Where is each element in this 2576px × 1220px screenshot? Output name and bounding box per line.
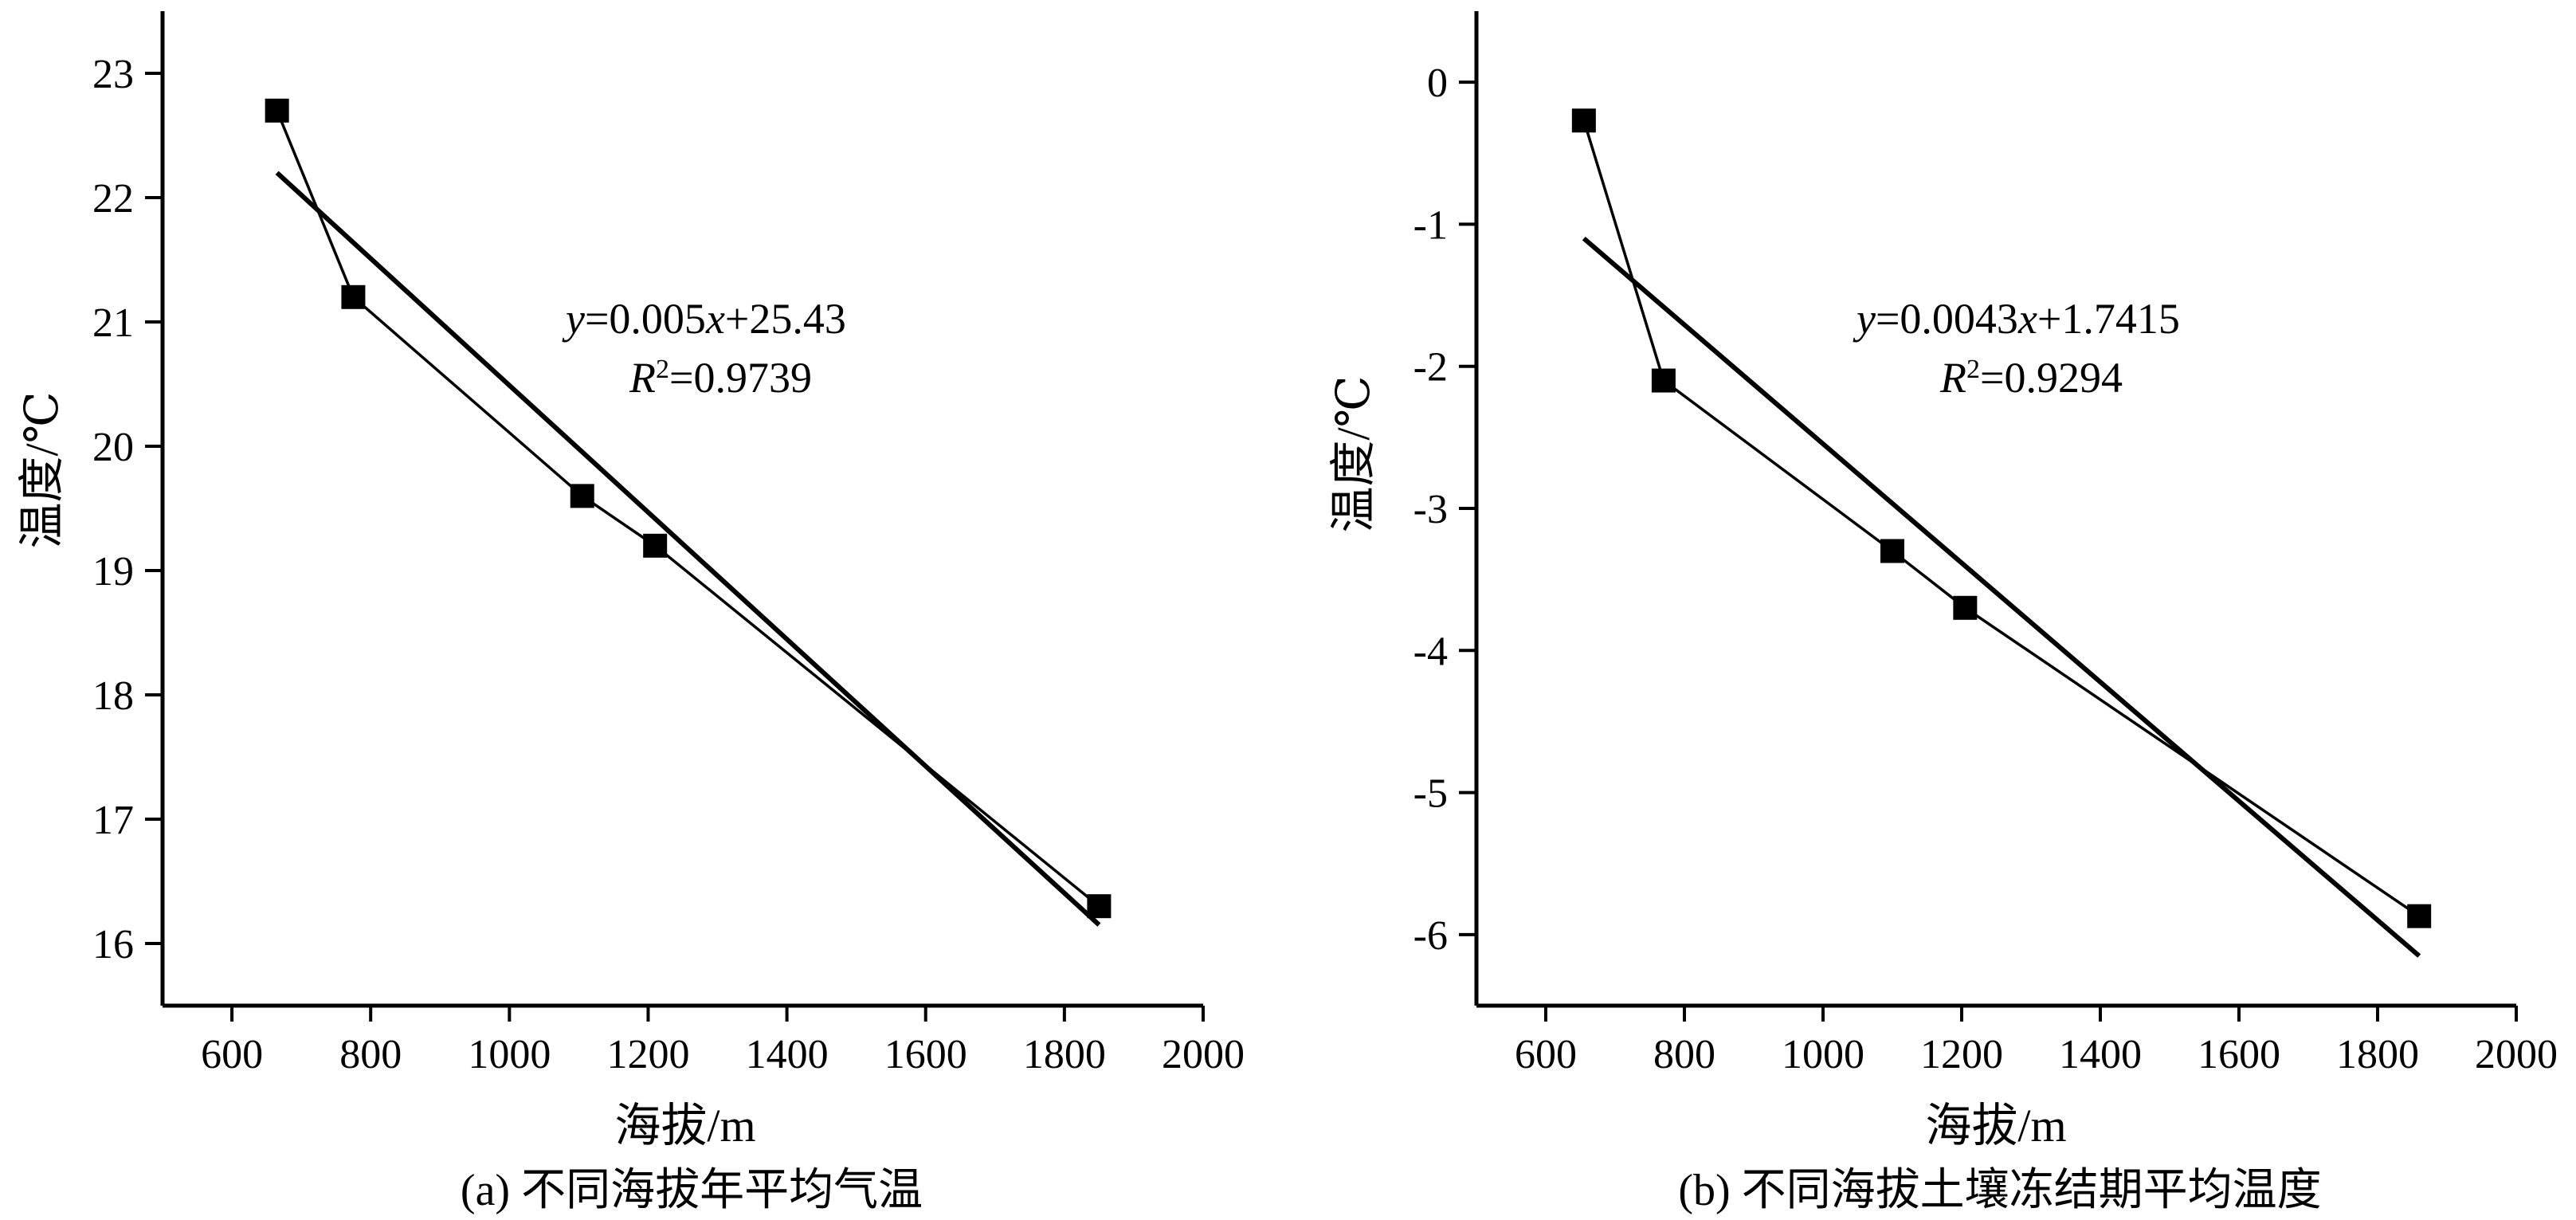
y-ticks: 16 17 18 19 20 21 22 23 [92,52,163,967]
trendline [275,171,1101,927]
y-ticks: 0 -1 -2 -3 -4 -5 -6 [1413,61,1476,959]
data-point [570,484,594,508]
x-axis-title: 海拔/m [1925,1100,2066,1151]
series-group [1571,108,2432,928]
y-tick-label: 18 [92,673,134,719]
x-tick-label: 1800 [1023,1032,1106,1077]
data-point [1571,108,1596,133]
y-tick-label: 16 [92,922,134,967]
data-point [265,98,289,123]
x-tick-label: 1800 [2336,1032,2419,1077]
x-tick-label: 600 [1515,1032,1577,1077]
y-tick-label: -5 [1413,771,1448,817]
y-tick-label: 19 [92,549,134,594]
data-point [1087,894,1112,919]
x-ticks: 600 800 1000 1200 1400 1600 1800 2000 [201,1006,1245,1077]
x-tick-label: 1000 [1782,1032,1864,1077]
x-tick-label: 2000 [2475,1032,2558,1077]
y-tick-label: -4 [1413,629,1448,674]
y-tick-label: -6 [1413,913,1448,959]
panel-caption: (b) 不同海拔土壤冻结期平均温度 [1678,1166,2321,1215]
trendline-group [1582,236,2421,958]
y-tick-label: 20 [92,425,134,470]
y-tick-label: -3 [1413,487,1448,532]
series-line [276,110,1100,908]
data-point [1953,595,1978,620]
y-tick-label: 17 [92,798,134,843]
trendline [1582,236,2421,958]
y-tick-label: 22 [92,176,134,222]
y-axis-title: 温度/℃ [16,392,68,549]
data-point [2407,904,2432,928]
x-ticks: 600 800 1000 1200 1400 1600 1800 2000 [1515,1006,2558,1077]
data-point [1880,539,1904,563]
x-tick-label: 800 [339,1032,402,1077]
data-point [341,284,366,309]
series-line [1582,120,2421,918]
data-point [643,533,668,558]
y-tick-label: -1 [1413,202,1448,248]
trendline-group [275,171,1101,927]
panel-caption: (a) 不同海拔年平均气温 [461,1166,923,1215]
x-tick-label: 600 [201,1032,263,1077]
y-axis-title: 温度/℃ [1327,376,1379,533]
x-tick-label: 1600 [2198,1032,2280,1077]
series-group [265,98,1112,919]
y-tick-label: 23 [92,52,134,97]
x-tick-label: 1200 [1920,1032,2003,1077]
panel-a: 16 17 18 19 20 21 22 23 600 800 1000 1200 1400 1600 1… [16,11,1245,1215]
panel-b: 0 -1 -2 -3 -4 -5 -6 600 800 1000 1200 1400 1600 1800… [1327,11,2558,1215]
y-tick-label: 21 [92,300,134,346]
x-tick-label: 1400 [746,1032,829,1077]
y-tick-label: -2 [1413,345,1448,390]
x-tick-label: 800 [1653,1032,1715,1077]
x-tick-label: 1000 [468,1032,551,1077]
r-squared-label: R2=0.9739 [629,354,812,402]
y-tick-label: 0 [1427,61,1448,106]
x-axis-title: 海拔/m [614,1100,755,1151]
x-tick-label: 1400 [2059,1032,2142,1077]
regression-equation: y=0.0043x+1.7415 [1853,295,2180,343]
r-squared-label: R2=0.9294 [1939,354,2123,402]
x-tick-label: 2000 [1162,1032,1245,1077]
regression-equation: y=0.005x+25.43 [562,295,846,343]
x-tick-label: 1200 [606,1032,689,1077]
x-tick-label: 1600 [884,1032,967,1077]
data-point [1651,368,1676,393]
